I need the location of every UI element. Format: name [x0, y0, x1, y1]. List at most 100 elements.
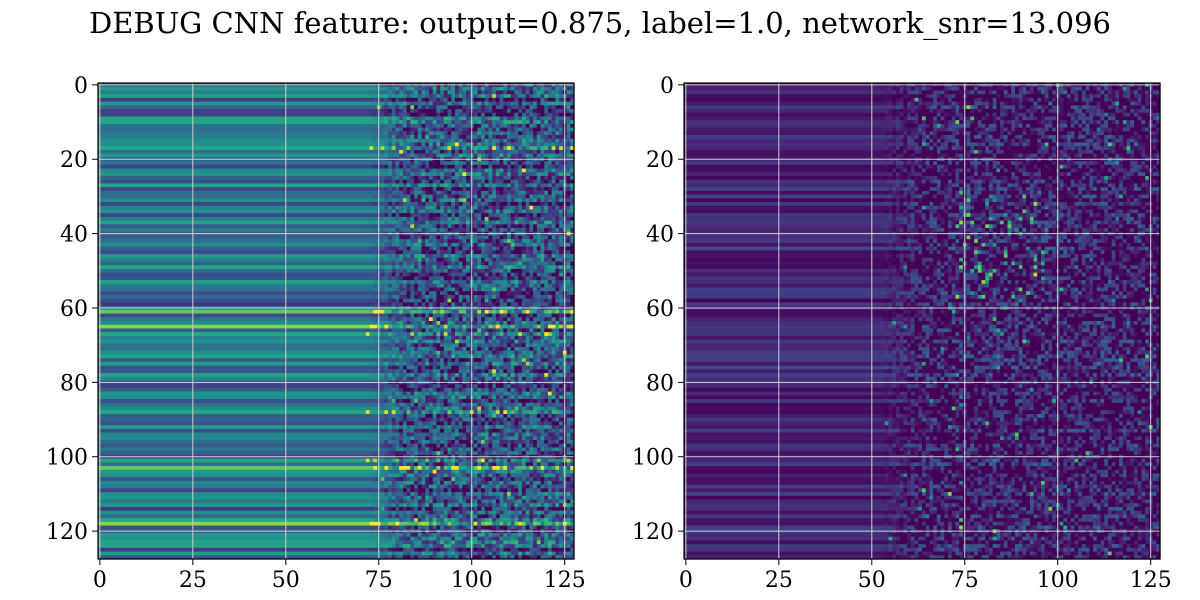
- heatmap-cell: [425, 247, 429, 251]
- heatmap-cell: [396, 310, 400, 314]
- heatmap-cell: [381, 221, 385, 225]
- heatmap-cell: [459, 332, 463, 336]
- heatmap-cell: [548, 109, 552, 113]
- heatmap-cell: [522, 332, 526, 336]
- heatmap-cell: [552, 336, 556, 340]
- heatmap-cell: [429, 131, 433, 135]
- heatmap-cell: [373, 128, 377, 132]
- heatmap-cell: [459, 235, 463, 239]
- heatmap-cell: [373, 358, 377, 362]
- heatmap-cell: [399, 351, 403, 355]
- heatmap-cell: [414, 183, 418, 187]
- heatmap-cell: [541, 314, 545, 318]
- heatmap-cell: [462, 116, 466, 120]
- heatmap-cell: [422, 328, 426, 332]
- heatmap-cell: [436, 354, 440, 358]
- heatmap-cell: [488, 221, 492, 225]
- heatmap-cell: [418, 403, 422, 407]
- heatmap-cell: [537, 161, 541, 165]
- heatmap-cell: [422, 235, 426, 239]
- heatmap-row-band: [98, 161, 366, 165]
- heatmap-cell: [518, 314, 522, 318]
- heatmap-cell: [541, 165, 545, 169]
- heatmap-cell: [422, 325, 426, 329]
- heatmap-cell: [410, 202, 414, 206]
- heatmap-cell: [474, 198, 478, 202]
- heatmap-cell: [567, 176, 571, 180]
- heatmap-cell: [425, 328, 429, 332]
- heatmap-cell: [548, 403, 552, 407]
- heatmap-cell: [440, 366, 444, 370]
- heatmap-cell: [381, 273, 385, 277]
- heatmap-cell: [448, 314, 452, 318]
- heatmap-cell: [369, 87, 373, 91]
- heatmap-cell: [488, 128, 492, 132]
- heatmap-cell: [537, 373, 541, 377]
- heatmap-cell: [403, 102, 407, 106]
- heatmap-cell: [474, 336, 478, 340]
- heatmap-cell: [526, 254, 530, 258]
- heatmap-cell: [369, 280, 373, 284]
- heatmap-cell: [537, 347, 541, 351]
- heatmap-cell: [555, 213, 559, 217]
- heatmap-cell: [429, 250, 433, 254]
- heatmap-cell: [541, 321, 545, 325]
- heatmap-cell: [462, 291, 466, 295]
- heatmap-cell: [440, 128, 444, 132]
- heatmap-cell: [410, 321, 414, 325]
- heatmap-cell: [522, 366, 526, 370]
- heatmap-cell: [477, 399, 481, 403]
- heatmap-cell: [567, 195, 571, 199]
- heatmap-cell: [485, 351, 489, 355]
- heatmap-cell: [399, 209, 403, 213]
- heatmap-cell: [451, 213, 455, 217]
- heatmap-cell: [388, 351, 392, 355]
- heatmap-cell: [466, 109, 470, 113]
- heatmap-cell: [455, 384, 459, 388]
- heatmap-cell: [567, 362, 571, 366]
- heatmap-cell: [407, 373, 411, 377]
- heatmap-cell: [492, 131, 496, 135]
- heatmap-cell: [366, 98, 370, 102]
- heatmap-cell: [481, 206, 485, 210]
- heatmap-cell: [425, 362, 429, 366]
- heatmap-cell: [555, 321, 559, 325]
- heatmap-cell: [436, 280, 440, 284]
- heatmap-cell: [418, 116, 422, 120]
- heatmap-cell: [526, 314, 530, 318]
- heatmap-cell: [422, 399, 426, 403]
- heatmap-cell: [518, 325, 522, 329]
- heatmap-cell: [500, 265, 504, 269]
- heatmap-cell: [444, 243, 448, 247]
- heatmap-cell: [522, 291, 526, 295]
- heatmap-cell: [548, 224, 552, 228]
- heatmap-row-band: [98, 128, 366, 132]
- heatmap-cell: [541, 213, 545, 217]
- heatmap-cell: [529, 291, 533, 295]
- heatmap-cell: [462, 310, 466, 314]
- heatmap-cell: [500, 154, 504, 158]
- heatmap-cell: [474, 317, 478, 321]
- heatmap-cell: [433, 314, 437, 318]
- heatmap-cell: [518, 116, 522, 120]
- heatmap-cell: [399, 143, 403, 147]
- heatmap-cell: [436, 228, 440, 232]
- heatmap-cell: [548, 273, 552, 277]
- heatmap-cell: [448, 172, 452, 176]
- heatmap-cell: [488, 105, 492, 109]
- heatmap-cell: [462, 143, 466, 147]
- heatmap-cell: [462, 280, 466, 284]
- heatmap-cell: [503, 369, 507, 373]
- heatmap-cell: [440, 150, 444, 154]
- heatmap-cell: [462, 87, 466, 91]
- heatmap-cell: [515, 202, 519, 206]
- heatmap-cell: [381, 90, 385, 94]
- heatmap-cell: [529, 373, 533, 377]
- heatmap-cell: [429, 314, 433, 318]
- heatmap-cell: [459, 169, 463, 173]
- heatmap-cell: [537, 354, 541, 358]
- heatmap-cell: [548, 102, 552, 106]
- heatmap-cell: [399, 146, 403, 150]
- heatmap-cell: [500, 336, 504, 340]
